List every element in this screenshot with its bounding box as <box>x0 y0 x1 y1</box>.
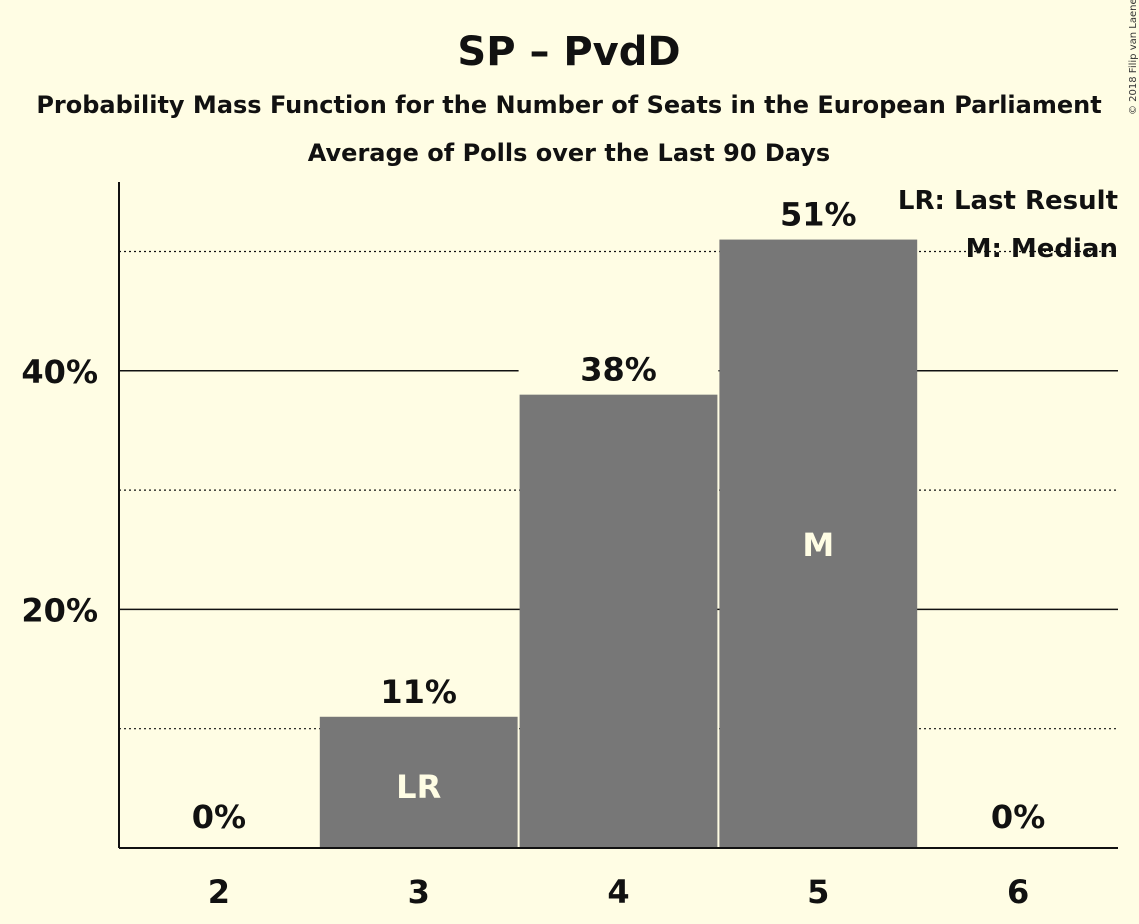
bar-marker-label: LR <box>396 768 441 806</box>
x-tick-label: 5 <box>807 873 829 911</box>
chart-subtitle-2: Average of Polls over the Last 90 Days <box>308 139 830 167</box>
chart-subtitle: Probability Mass Function for the Number… <box>36 91 1101 119</box>
bar-value-label: 0% <box>991 798 1045 836</box>
legend-median: M: Median <box>966 234 1118 264</box>
bar-label-background <box>718 191 919 232</box>
bar-value-label: 0% <box>192 798 246 836</box>
y-tick-label: 20% <box>21 591 98 629</box>
bar-value-label: 51% <box>780 196 857 234</box>
bar-label-background <box>518 346 719 387</box>
x-tick-label: 3 <box>408 873 430 911</box>
y-tick-label: 40% <box>21 353 98 391</box>
bars <box>318 191 919 848</box>
bar-value-label: 38% <box>580 351 657 389</box>
x-tick-label: 2 <box>208 873 230 911</box>
bar-marker-label: M <box>802 526 834 564</box>
labels: 20% 40% 0% 2 11% LR 3 38% 4 51% M 5 0% 6 <box>21 196 1045 911</box>
x-tick-label: 6 <box>1007 873 1029 911</box>
chart-title: SP – PvdD <box>457 29 680 75</box>
bar-value-label: 11% <box>380 673 457 711</box>
bar-label-background <box>318 668 519 709</box>
copyright-note: © 2018 Filip van Laenen <box>1128 0 1139 115</box>
bar <box>519 394 718 848</box>
bar <box>319 716 518 848</box>
bar <box>719 239 918 848</box>
legend-last-result: LR: Last Result <box>898 186 1118 216</box>
x-tick-label: 4 <box>607 873 629 911</box>
axes <box>118 182 1118 849</box>
